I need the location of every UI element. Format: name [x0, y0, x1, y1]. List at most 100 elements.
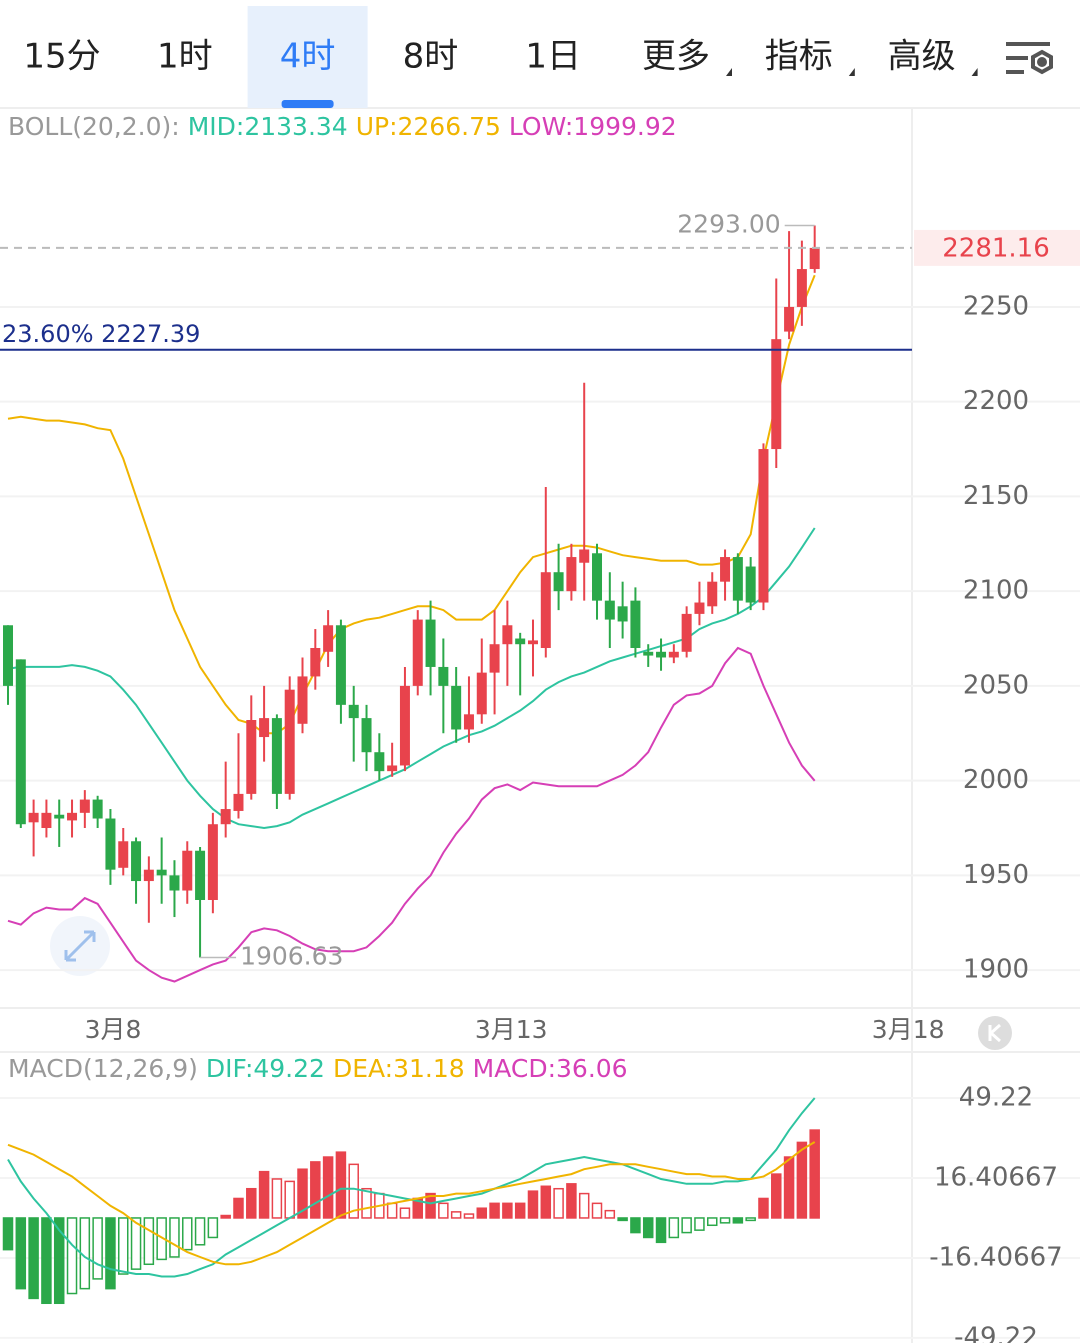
y-tick-label: 2050 [963, 670, 1029, 700]
candle-body [156, 869, 167, 876]
macd-bar [41, 1217, 52, 1305]
candle-body [387, 765, 398, 772]
macd-bar [143, 1217, 155, 1266]
macd-bar [425, 1192, 436, 1219]
indicator-line [7, 1141, 816, 1266]
tab[interactable]: 1日 [525, 37, 581, 77]
candle-body [3, 625, 14, 686]
macd-bar [258, 1170, 270, 1219]
candle-body [617, 606, 628, 622]
macd-bar [220, 1214, 231, 1219]
macd-bar [771, 1173, 782, 1219]
macd-bar [271, 1178, 283, 1219]
macd-bar [630, 1217, 641, 1234]
candle-body [579, 549, 590, 563]
candle-body [310, 648, 321, 677]
macd-bar [117, 1217, 129, 1275]
y-tick-label: 2100 [963, 576, 1029, 606]
candle-body [527, 640, 538, 645]
y-tick-label: 2200 [963, 386, 1029, 416]
candle-body [720, 557, 731, 582]
indicator-line [7, 274, 816, 735]
candle-body [67, 812, 78, 821]
y-tick-label: 2000 [963, 765, 1029, 795]
macd-bar [92, 1217, 103, 1280]
macd-bar [502, 1202, 513, 1219]
macd-bar [732, 1217, 744, 1224]
macd-bar [719, 1217, 731, 1224]
candle-body [502, 625, 513, 645]
tab[interactable]: 1时 [157, 37, 213, 77]
indicator-name: MACD(12,26,9) [8, 1054, 198, 1083]
macd-bar [489, 1202, 500, 1219]
expand-icon[interactable] [50, 916, 110, 976]
k-button[interactable] [978, 1016, 1012, 1050]
last-price-box [914, 229, 1080, 266]
y-tick-label: -16.40667 [929, 1242, 1062, 1272]
macd-bar [745, 1217, 756, 1222]
dropdown-arrow [848, 68, 855, 76]
candle-body [438, 666, 449, 686]
macd-bar [233, 1197, 244, 1219]
candle-body [566, 557, 577, 592]
tab[interactable]: 指标 [765, 37, 833, 77]
macd-bar [386, 1202, 398, 1219]
candle-body [809, 247, 820, 270]
candle-body [207, 824, 218, 900]
y-tick-label: -49.22 [954, 1322, 1038, 1343]
y-tick-label: 49.22 [959, 1082, 1033, 1112]
candle-body [169, 875, 180, 891]
candle-body [694, 602, 705, 614]
macd-bar [527, 1190, 539, 1219]
dropdown-arrow [971, 68, 978, 76]
x-tick-label: 3月8 [85, 1015, 142, 1044]
y-tick-label: 16.40667 [934, 1162, 1058, 1192]
candle-body [131, 841, 142, 882]
x-tick-label: 3月13 [475, 1015, 548, 1044]
macd-bar [706, 1217, 718, 1227]
macd-bar [105, 1217, 116, 1290]
indicator-line [7, 527, 816, 830]
tab[interactable]: 高级 [888, 37, 956, 77]
macd-bar [194, 1217, 206, 1246]
macd-bar [450, 1211, 462, 1219]
candle-body [732, 557, 743, 601]
tab[interactable]: 15分 [23, 37, 100, 77]
candle-body [540, 572, 551, 648]
tab[interactable]: 4时 [280, 37, 336, 77]
macd-bar [361, 1187, 372, 1219]
macd-bar [15, 1217, 27, 1290]
candle-body [41, 812, 52, 828]
legend-entry: UP:2266.75 [356, 112, 501, 141]
y-tick-label: 1900 [963, 955, 1029, 985]
candle-body [604, 600, 615, 620]
active-tab-bg [247, 6, 368, 108]
macd-bar [514, 1202, 526, 1219]
candle-body [118, 841, 129, 868]
candle-body [54, 814, 65, 819]
candle-body [668, 651, 679, 658]
candle-body [553, 572, 564, 592]
candle-body [335, 625, 346, 705]
candle-body [259, 718, 270, 738]
macd-bar [668, 1217, 680, 1239]
macd-bar [681, 1217, 692, 1234]
macd-bar [322, 1156, 334, 1219]
y-tick-label: 1950 [963, 860, 1029, 890]
macd-bar [348, 1163, 359, 1219]
settings-icon[interactable] [1006, 42, 1053, 75]
tab[interactable]: 8时 [403, 37, 459, 77]
candle-body [451, 685, 462, 730]
candle-body [28, 812, 39, 823]
candle-body [425, 619, 436, 667]
macd-bar [591, 1202, 603, 1219]
candle-body [592, 553, 603, 601]
candle-body [681, 613, 692, 652]
tab[interactable]: 更多 [642, 37, 710, 77]
candle-body [771, 339, 782, 450]
macd-bar [553, 1187, 564, 1219]
candle-body [195, 850, 206, 900]
candle-body [707, 581, 718, 607]
macd-bar [182, 1217, 193, 1251]
candle-body [79, 799, 90, 813]
